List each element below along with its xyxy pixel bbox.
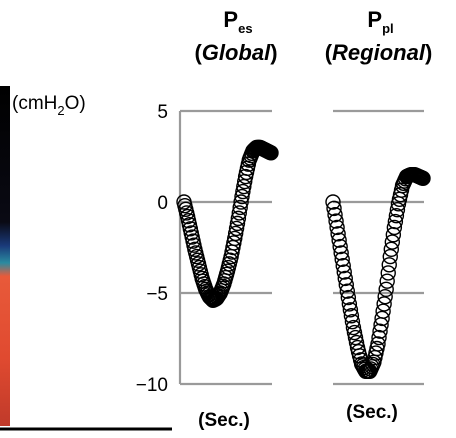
data-point-63 xyxy=(389,202,406,218)
data-point-9 xyxy=(334,251,350,268)
data-point-57 xyxy=(383,241,399,258)
background-layer xyxy=(0,86,172,431)
data-point-96 xyxy=(263,145,279,161)
panel-2-title: Ppl xyxy=(367,7,393,36)
panel-1-series xyxy=(176,139,279,308)
data-point-8 xyxy=(333,245,349,261)
data-point-21 xyxy=(346,324,363,341)
data-point-62 xyxy=(388,207,405,224)
data-point-16 xyxy=(341,296,358,312)
panel-2-subtitle: (Regional) xyxy=(325,40,433,65)
data-layer xyxy=(176,139,431,379)
text-layer: 5 0 −5 −10 (cmH2O) Pes (Global) (Sec.) Ppl (Regio… xyxy=(12,7,432,431)
y-tick-label-0: 5 xyxy=(157,102,168,123)
data-point-59 xyxy=(229,215,246,232)
data-point-60 xyxy=(230,210,247,227)
panel-2-xlabel: (Sec.) xyxy=(346,402,398,423)
data-point-65 xyxy=(235,183,251,200)
data-point-2 xyxy=(327,207,343,223)
unit-label: (cmH2O) xyxy=(12,93,86,118)
grid-layer xyxy=(178,109,424,386)
data-point-13 xyxy=(338,277,354,293)
data-point-62 xyxy=(232,199,248,216)
data-point-15 xyxy=(340,289,357,306)
data-point-7 xyxy=(332,238,348,255)
data-point-57 xyxy=(227,225,244,242)
data-point-44 xyxy=(370,336,386,352)
data-point-11 xyxy=(336,264,352,280)
data-point-5 xyxy=(330,226,346,242)
data-point-55 xyxy=(381,257,397,273)
data-point-64 xyxy=(234,188,250,205)
data-point-20 xyxy=(345,319,362,336)
data-point-22 xyxy=(347,329,364,346)
data-point-19 xyxy=(344,313,361,330)
data-point-58 xyxy=(384,234,401,250)
data-point-88 xyxy=(415,170,431,187)
panel-1-subtitle: (Global) xyxy=(194,40,277,65)
data-point-3 xyxy=(328,213,344,229)
data-point-60 xyxy=(386,219,403,236)
data-point-1 xyxy=(326,200,342,217)
data-point-54 xyxy=(380,265,396,281)
data-point-17 xyxy=(342,302,359,318)
y-tick-label-2: −5 xyxy=(146,284,168,305)
data-point-0 xyxy=(325,194,341,210)
data-point-63 xyxy=(233,194,249,210)
colorbar-strip xyxy=(0,86,10,426)
data-point-61 xyxy=(387,213,404,230)
data-point-14 xyxy=(339,283,356,299)
data-point-6 xyxy=(331,232,347,248)
data-point-51 xyxy=(377,288,393,305)
y-tick-label-3: −10 xyxy=(136,375,168,396)
data-point-48 xyxy=(374,310,390,327)
data-point-53 xyxy=(379,273,395,289)
data-point-56 xyxy=(227,230,243,247)
data-point-49 xyxy=(375,303,391,319)
data-point-10 xyxy=(335,258,351,274)
data-point-50 xyxy=(376,296,392,312)
data-point-18 xyxy=(343,308,360,324)
data-point-56 xyxy=(382,248,398,265)
data-point-4 xyxy=(329,219,345,236)
y-tick-label-1: 0 xyxy=(157,193,168,214)
panel-2-series xyxy=(325,166,431,379)
data-point-52 xyxy=(378,281,394,298)
panel-1-title: Pes xyxy=(223,7,252,36)
data-point-46 xyxy=(372,323,388,339)
panel-1-xlabel: (Sec.) xyxy=(198,410,250,431)
data-point-12 xyxy=(337,270,353,287)
data-point-61 xyxy=(231,205,247,221)
data-point-45 xyxy=(371,329,387,346)
data-point-58 xyxy=(228,220,245,237)
